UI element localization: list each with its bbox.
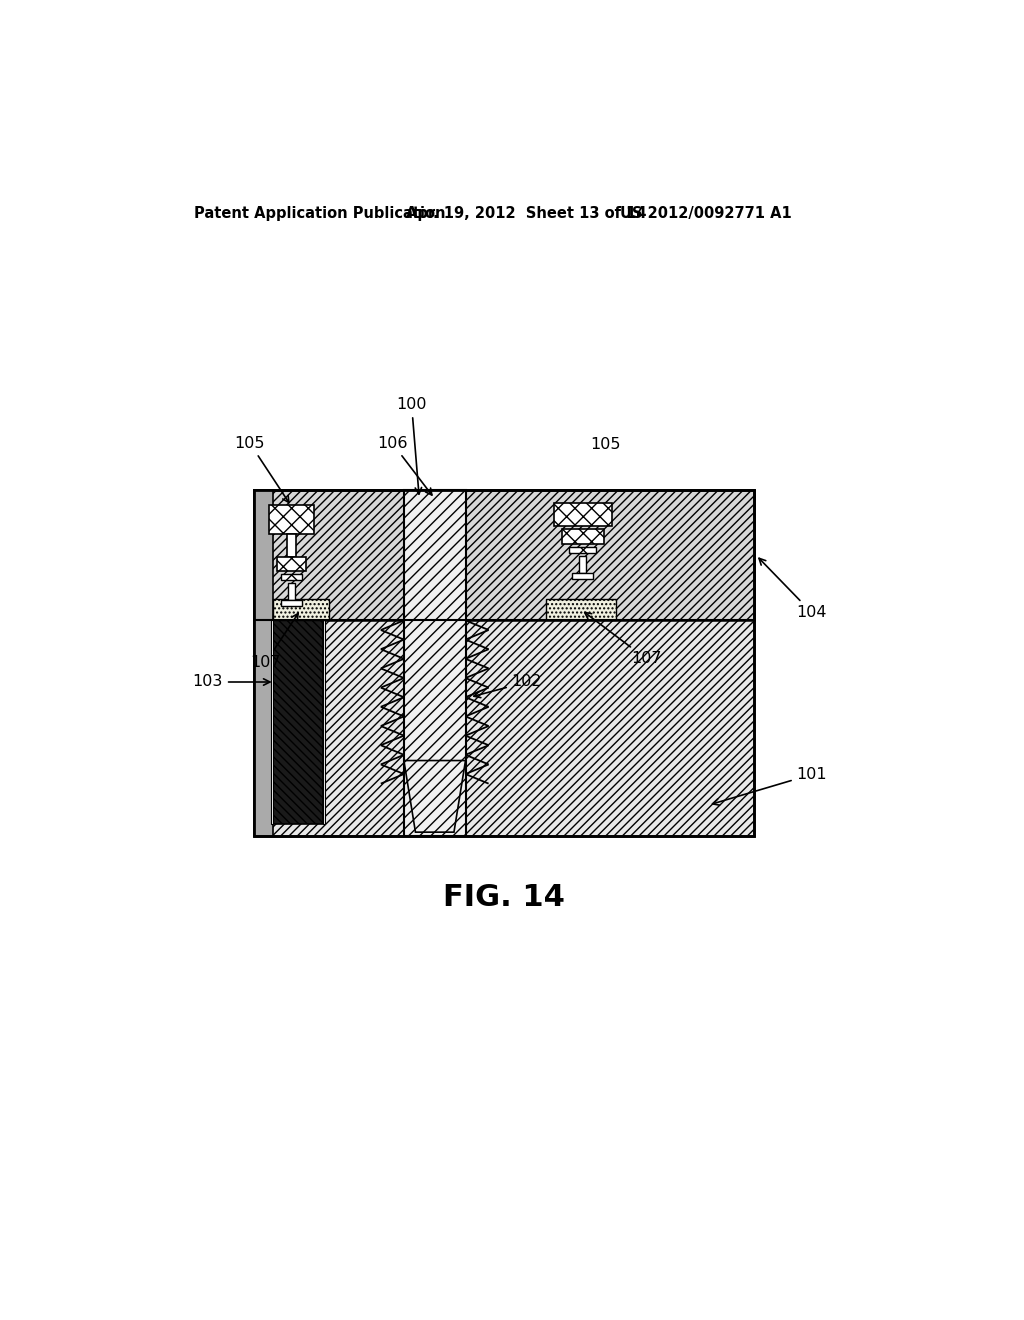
Polygon shape (403, 760, 466, 832)
Bar (270, 620, 273, 825)
Bar (273, 599, 330, 620)
Bar (276, 557, 306, 572)
Bar (323, 620, 326, 825)
Bar (254, 490, 755, 620)
Text: FIG. 14: FIG. 14 (443, 883, 565, 912)
Bar (562, 529, 604, 544)
Text: 107: 107 (585, 612, 662, 667)
Text: 107: 107 (250, 614, 298, 671)
Text: 106: 106 (377, 436, 432, 495)
Bar (288, 583, 295, 601)
Bar (403, 490, 466, 836)
Bar (571, 573, 593, 578)
Text: Apr. 19, 2012  Sheet 13 of 14: Apr. 19, 2012 Sheet 13 of 14 (407, 206, 647, 222)
Bar (547, 599, 615, 620)
Bar (282, 601, 301, 606)
Text: 100: 100 (396, 397, 427, 494)
Bar (287, 535, 296, 557)
Text: 105: 105 (591, 437, 621, 453)
Bar (569, 548, 596, 553)
Bar (269, 506, 313, 535)
Text: 101: 101 (713, 767, 827, 805)
Text: 102: 102 (474, 675, 543, 698)
Bar (273, 620, 323, 825)
Bar (281, 574, 302, 579)
Bar (254, 490, 755, 836)
Bar (579, 557, 587, 573)
Bar (254, 490, 273, 836)
Text: US 2012/0092771 A1: US 2012/0092771 A1 (620, 206, 792, 222)
Text: 105: 105 (234, 436, 289, 503)
Text: 104: 104 (759, 558, 827, 620)
Text: 103: 103 (193, 675, 270, 689)
Bar (554, 503, 611, 527)
Bar (254, 490, 755, 836)
Text: Patent Application Publication: Patent Application Publication (194, 206, 445, 222)
